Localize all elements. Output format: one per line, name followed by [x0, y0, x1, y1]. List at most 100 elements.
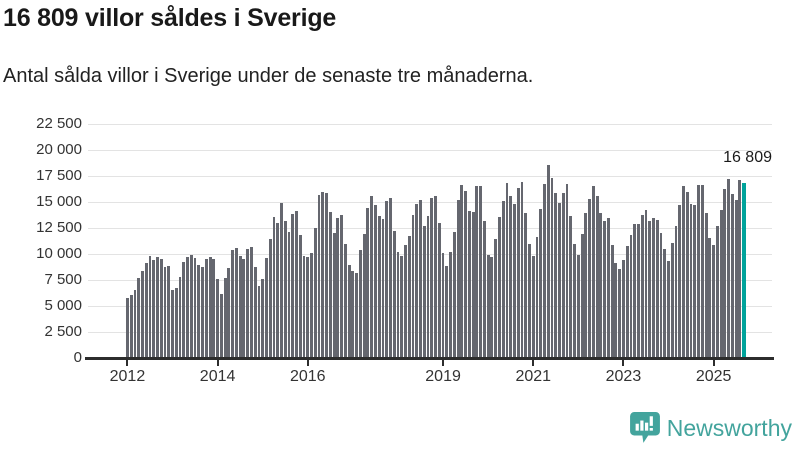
bar: [655, 220, 659, 358]
x-tick-label: 2012: [109, 367, 146, 385]
y-tick-label: 0: [73, 348, 82, 366]
bar: [227, 267, 231, 358]
bar: [261, 278, 265, 358]
bar: [336, 217, 340, 358]
y-tick-label: 15 000: [36, 192, 82, 210]
bar: [546, 165, 550, 358]
bar: [689, 203, 693, 358]
bar: [310, 252, 313, 358]
x-tick-label: 2023: [605, 367, 642, 385]
bar: [246, 249, 250, 358]
x-tick-label: 2016: [289, 367, 326, 385]
newsworthy-logo[interactable]: Newsworthy: [629, 410, 792, 446]
grid-line: [88, 305, 772, 307]
bar: [385, 201, 389, 358]
bar: [482, 221, 486, 358]
bar: [377, 216, 381, 358]
bar: [392, 230, 396, 358]
bar: [637, 224, 640, 358]
bar: [295, 211, 298, 358]
bar: [524, 212, 528, 358]
bar: [396, 252, 400, 358]
x-tick-label: 2019: [425, 367, 461, 385]
bar: [509, 196, 513, 358]
bar: [471, 211, 475, 358]
bar: [693, 205, 697, 358]
bar: [362, 234, 366, 358]
bar-highlighted: [742, 182, 746, 358]
bar: [618, 268, 622, 358]
bar: [648, 221, 652, 358]
x-axis-tick: [126, 359, 129, 366]
bar: [317, 195, 321, 358]
x-tick-label: 2021: [515, 367, 552, 385]
bar: [186, 257, 189, 358]
bar: [430, 197, 434, 358]
bar: [374, 204, 377, 358]
grid-line: [88, 175, 772, 177]
bar: [449, 251, 452, 358]
bar: [411, 215, 415, 358]
bar: [272, 216, 276, 358]
bar: [738, 179, 742, 358]
bar: [584, 213, 588, 358]
bar: [603, 221, 607, 358]
bar: [576, 254, 580, 358]
y-tick-label: 22 500: [36, 114, 82, 132]
bar: [498, 216, 501, 358]
chart-title: 16 809 villor såldes i Sverige: [3, 4, 337, 32]
bar: [419, 199, 422, 358]
bar: [674, 225, 678, 358]
bar: [291, 214, 295, 358]
bar: [163, 267, 167, 358]
bar: [629, 234, 633, 358]
bar: [704, 212, 708, 358]
bar: [505, 183, 509, 358]
bar: [212, 258, 216, 358]
bar: [659, 232, 663, 358]
bar: [588, 199, 592, 358]
bar: [535, 237, 539, 358]
bar: [219, 293, 223, 358]
bar: [415, 203, 419, 358]
y-tick-label: 10 000: [36, 244, 82, 262]
grid-line: [88, 279, 772, 281]
bar: [558, 202, 561, 358]
bar: [719, 210, 723, 358]
bar: [193, 258, 197, 358]
grid-line: [88, 123, 772, 125]
bar: [580, 233, 584, 358]
bar: [340, 214, 344, 358]
bar: [280, 203, 283, 358]
bar: [700, 184, 704, 358]
x-tick-label: 2025: [695, 367, 732, 385]
bar: [520, 182, 524, 358]
bar: [622, 259, 625, 358]
bar: [595, 195, 599, 358]
bar: [734, 200, 738, 358]
x-tick-label: 2014: [199, 367, 236, 385]
bar: [328, 211, 332, 358]
bar: [513, 204, 516, 358]
bar: [404, 245, 407, 358]
bar: [302, 256, 306, 358]
bar: [347, 265, 351, 358]
bar: [445, 265, 449, 358]
bar: [554, 192, 558, 358]
bar: [148, 255, 152, 358]
y-tick-label: 2 500: [44, 322, 82, 340]
newsworthy-icon: [629, 412, 660, 444]
grid-line: [88, 149, 772, 151]
grid-line: [88, 227, 772, 229]
bar: [156, 257, 159, 358]
bar: [313, 227, 317, 358]
bar: [189, 255, 193, 358]
bar: [569, 216, 573, 358]
bar: [133, 290, 137, 358]
bar: [204, 259, 208, 358]
bar: [253, 266, 257, 358]
bar: [400, 256, 404, 358]
bar: [697, 184, 700, 358]
bar: [456, 199, 460, 358]
